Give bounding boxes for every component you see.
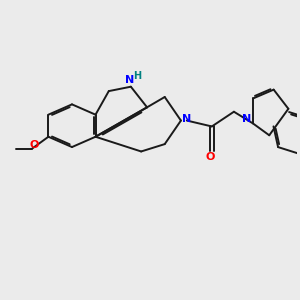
Text: H: H [133, 71, 141, 81]
Text: N: N [182, 114, 191, 124]
Text: N: N [125, 75, 134, 85]
Text: N: N [242, 114, 251, 124]
Text: O: O [30, 140, 39, 150]
Text: O: O [206, 152, 215, 162]
